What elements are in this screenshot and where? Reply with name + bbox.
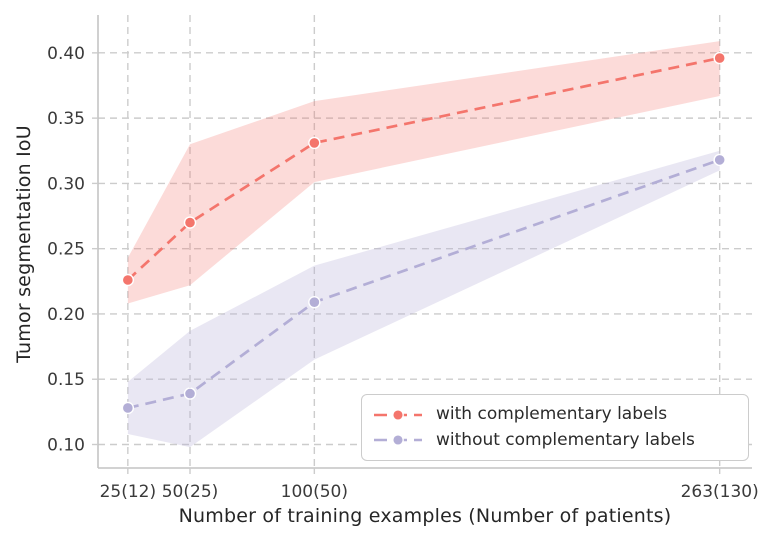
data-point-marker (121, 273, 135, 287)
legend: with complementary labels without comple… (361, 394, 749, 461)
legend-line-sample-icon (374, 408, 422, 421)
y-tick-label: 0.15 (47, 370, 85, 390)
data-point-marker (713, 51, 726, 65)
series-line (126, 56, 720, 282)
data-point-marker (713, 153, 726, 167)
x-tick-label: 50(25) (162, 482, 219, 502)
x-tick-label: 25(12) (100, 482, 157, 502)
y-tick-label: 0.20 (47, 305, 85, 325)
y-tick-label: 0.35 (47, 109, 85, 129)
data-point-marker (183, 216, 197, 229)
data-point-marker (308, 296, 321, 309)
x-tick-label: 100(50) (281, 482, 348, 502)
series-line (127, 158, 721, 410)
data-point-marker (308, 136, 321, 150)
legend-label: without complementary labels (436, 429, 695, 450)
data-point-marker (121, 401, 135, 415)
x-axis-label: Number of training examples (Number of p… (178, 505, 672, 527)
y-tick-label: 0.25 (47, 240, 85, 260)
y-axis-label: Tumor segmentation IoU (13, 125, 35, 363)
legend-item-without-complementary-labels: without complementary labels (373, 428, 738, 453)
data-point-marker (183, 387, 197, 400)
y-tick-label: 0.30 (47, 174, 85, 194)
x-tick-label: 263(130) (681, 482, 759, 502)
legend-label: with complementary labels (436, 404, 668, 425)
legend-line-sample-icon (374, 434, 422, 447)
legend-item-with-complementary-labels: with complementary labels (373, 402, 738, 427)
confidence-band (127, 150, 720, 448)
y-tick-label: 0.40 (47, 44, 85, 64)
y-tick-label: 0.10 (47, 436, 85, 456)
confidence-band (127, 41, 720, 304)
